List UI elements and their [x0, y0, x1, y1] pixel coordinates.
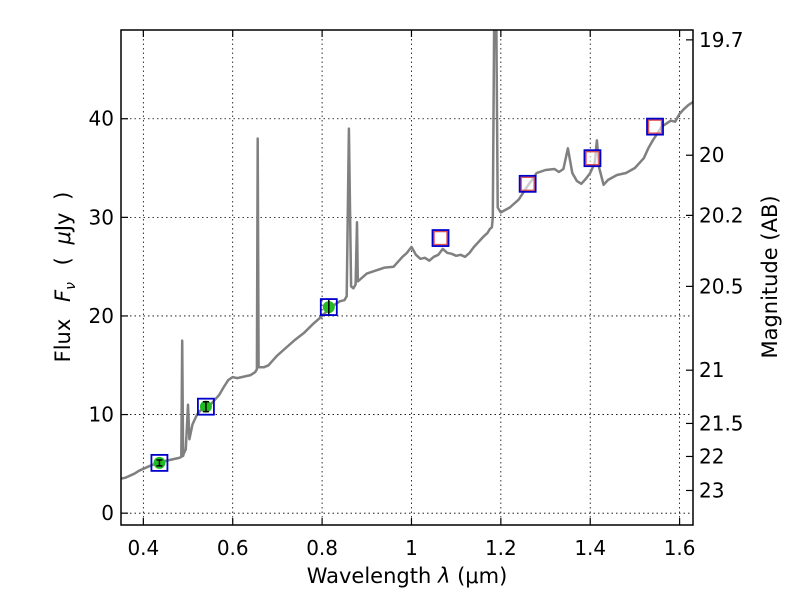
y-axis-units-open: ( [51, 257, 75, 265]
model-photometry-marker [646, 117, 664, 136]
x-tick-label: 0.6 [217, 536, 249, 560]
y-axis-units-close: ) [51, 192, 75, 200]
magnitude-tick-label: 22 [699, 444, 724, 468]
y-axis-units-text: Jy [51, 213, 75, 234]
y-tick-label: 40 [89, 107, 114, 131]
x-axis-units: (μm) [457, 564, 507, 588]
model-photometry-marker [431, 229, 450, 247]
axis-ticks: 0.4 0.6 0.8 1 1.2 1.4 1.6 0 10 20 30 40 19.7 20 20.2 20… [89, 28, 744, 560]
model-photometry-marker [197, 397, 215, 416]
model-photometry-marker [150, 453, 169, 472]
magnitude-tick-label: 21.5 [699, 411, 744, 435]
magnitude-tick-label: 23 [699, 478, 724, 502]
x-axis-lambda: λ [437, 564, 450, 588]
y-axis-title: Flux Fν ( μJy ) [51, 192, 80, 363]
y-tick-label: 20 [89, 304, 114, 328]
upper-limit-marker [433, 230, 448, 246]
x-tick-label: 1.6 [664, 536, 696, 560]
x-tick-label: 0.4 [127, 536, 159, 560]
upper-limit-marker [520, 176, 535, 192]
y-tick-label: 10 [89, 403, 114, 427]
magnitude-tick-label: 20.2 [699, 203, 744, 227]
model-photometry-marker [319, 298, 338, 316]
model-photometry-marker [518, 174, 537, 193]
x-tick-label: 1 [405, 536, 418, 560]
y-axis-symbol: F [51, 289, 75, 302]
model-photometry-marker [583, 149, 602, 168]
y-axis-title-prefix: Flux [51, 319, 75, 363]
y-tick-label: 30 [89, 205, 114, 229]
grid-lines [121, 30, 693, 525]
magnitude-tick-label: 20 [699, 143, 724, 167]
y-axis-units-mu: μ [51, 231, 75, 245]
x-tick-label: 1.2 [485, 536, 517, 560]
magnitude-tick-label: 20.5 [699, 274, 744, 298]
model-spectrum-line [121, 30, 693, 480]
upper-limit-marker [585, 150, 600, 166]
plot-frame [120, 29, 694, 526]
photometry-layer [150, 117, 664, 472]
x-tick-label: 1.4 [574, 536, 606, 560]
magnitude-tick-label: 21 [699, 358, 724, 382]
magnitude-tick-label: 19.7 [699, 28, 744, 52]
x-axis-title: Wavelength λ (μm) [307, 564, 508, 588]
spectrum-layer [121, 30, 693, 480]
magnitude-axis-title: Magnitude (AB) [758, 195, 782, 358]
y-tick-label: 0 [101, 501, 114, 525]
x-axis-title-prefix: Wavelength [307, 564, 432, 588]
upper-limit-marker [647, 119, 663, 134]
x-tick-label: 0.8 [306, 536, 338, 560]
y-axis-subscript: ν [63, 282, 79, 290]
